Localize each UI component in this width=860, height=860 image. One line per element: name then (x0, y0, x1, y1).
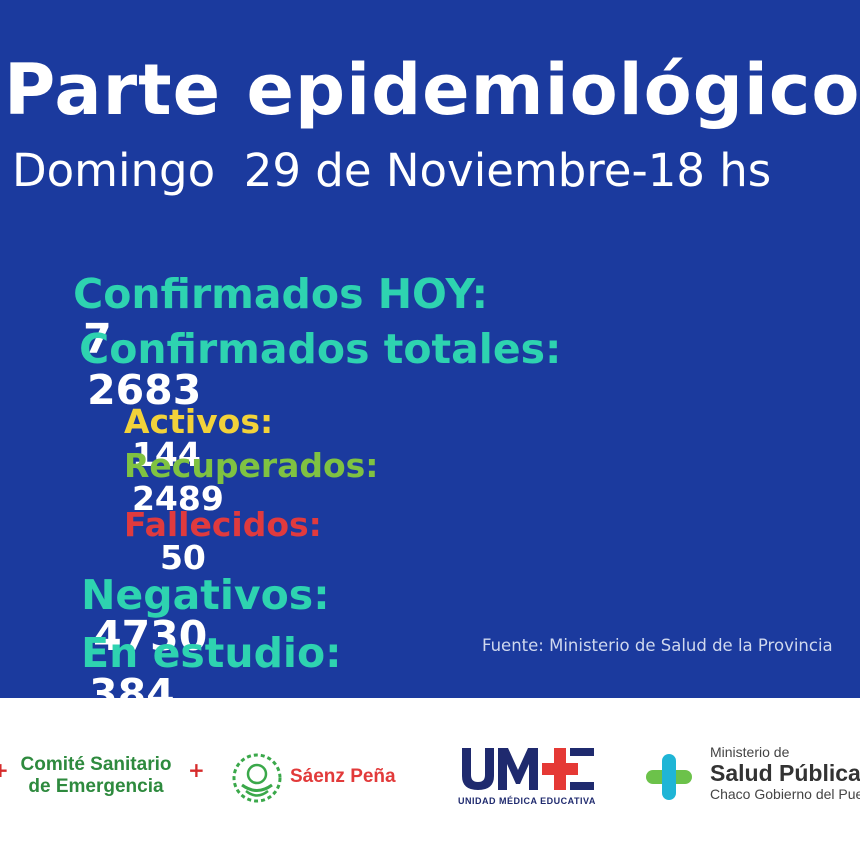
stat-value: 2489 (131, 479, 224, 518)
stat-confirmados-hoy: Confirmados HOY: 7 (16, 233, 488, 397)
stat-value: 2683 (87, 366, 202, 414)
report-panel: Parte epidemiológico Domingo 29 de Novie… (0, 0, 860, 698)
ume-logo: UNIDAD MÉDICA EDUCATIVA (458, 744, 603, 806)
stat-value: 144 (131, 435, 201, 474)
saenz-pena-text: Sáenz Peña (290, 766, 396, 787)
logo-strip: + Comité Sanitario de Emergencia + Sáenz… (0, 698, 860, 860)
stat-label: Negativos: (81, 571, 330, 619)
stat-activos: Activos: 144 (78, 372, 273, 504)
stat-label: Activos: (123, 402, 274, 441)
red-cross-icon: + (188, 758, 205, 782)
cotton-flower-icon (232, 753, 282, 803)
ministerio-line3: Chaco Gobierno del Pueblo (710, 786, 860, 802)
red-cross-icon: + (0, 758, 9, 782)
stat-en-estudio: En estudio: 384 (24, 592, 342, 699)
stat-negativos: Negativos: 4730 (24, 534, 330, 698)
saenz-pena-logo: Sáenz Peña (230, 752, 430, 804)
stat-fallecidos: Fallecidos: 50 (78, 475, 322, 607)
page-title: Parte epidemiológico (4, 49, 860, 131)
stat-value: 50 (159, 538, 206, 577)
comite-logo: + Comité Sanitario de Emergencia + (0, 752, 210, 802)
stat-confirmados-totales: Confirmados totales: 2683 (22, 288, 561, 452)
stat-label: En estudio: (81, 629, 342, 677)
comite-line2: de Emergencia (28, 776, 164, 797)
source-note: Fuente: Ministerio de Salud de la Provin… (482, 636, 833, 655)
stat-value: 7 (83, 315, 112, 363)
stat-value: 384 (89, 670, 175, 699)
stat-label: Confirmados totales: (79, 325, 562, 373)
ume-subtitle: UNIDAD MÉDICA EDUCATIVA (458, 796, 596, 806)
ministerio-logo: Ministerio de Salud Pública Chaco Gobier… (640, 744, 860, 808)
ministerio-line2: Salud Pública (710, 760, 860, 786)
stat-value: 4730 (93, 612, 208, 660)
ministerio-line1: Ministerio de (710, 744, 790, 760)
stat-label: Fallecidos: (123, 505, 322, 544)
stat-label: Recuperados: (123, 446, 379, 485)
health-cross-icon (646, 754, 692, 800)
stat-label: Confirmados HOY: (73, 270, 488, 318)
ume-wordmark-icon (462, 748, 594, 790)
comite-line1: Comité Sanitario (20, 754, 172, 775)
report-date: Domingo 29 de Noviembre-18 hs (12, 144, 772, 197)
stat-recuperados: Recuperados: 2489 (78, 416, 379, 548)
